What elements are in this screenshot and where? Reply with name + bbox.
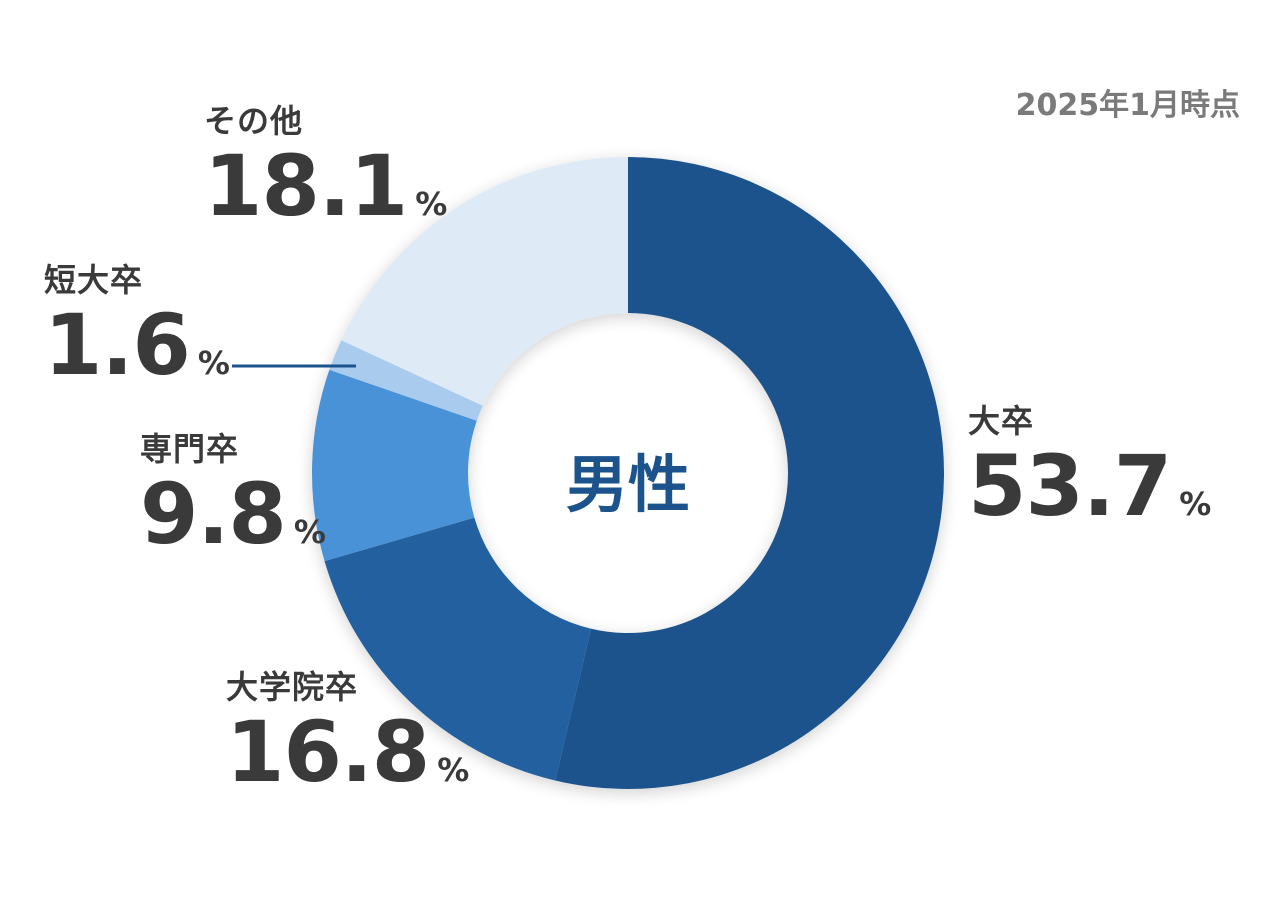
category-label: 専門卒 — [140, 430, 240, 468]
slice-大卒 — [555, 157, 944, 789]
value-label: 1.6 — [44, 296, 191, 394]
slice-その他 — [341, 157, 628, 406]
donut-slices — [312, 157, 944, 789]
unit-label: % — [197, 344, 230, 382]
label-大学院卒: 大学院卒 16.8% — [226, 662, 469, 794]
unit-label: % — [1179, 485, 1212, 523]
category-label: 大学院卒 — [226, 668, 359, 706]
slice-短大卒 — [329, 340, 483, 421]
label-その他: その他 18.1% — [204, 96, 447, 228]
category-label: 短大卒 — [44, 261, 144, 299]
center-label: 男性 — [566, 448, 690, 521]
slice-大学院卒 — [324, 517, 592, 781]
slice-専門卒 — [312, 369, 477, 562]
unit-label: % — [415, 185, 448, 223]
unit-label: % — [437, 751, 470, 789]
date-note: 2025年1月時点 — [1015, 88, 1240, 123]
value-label: 18.1 — [204, 137, 408, 235]
unit-label: % — [293, 513, 326, 551]
value-label: 53.7 — [968, 437, 1172, 535]
label-短大卒: 短大卒 1.6% — [44, 255, 230, 387]
value-label: 9.8 — [140, 465, 287, 563]
label-大卒: 大卒 53.7% — [968, 396, 1211, 528]
label-専門卒: 専門卒 9.8% — [140, 424, 326, 556]
category-label: その他 — [204, 102, 304, 140]
value-label: 16.8 — [226, 703, 430, 801]
category-label: 大卒 — [968, 402, 1035, 440]
